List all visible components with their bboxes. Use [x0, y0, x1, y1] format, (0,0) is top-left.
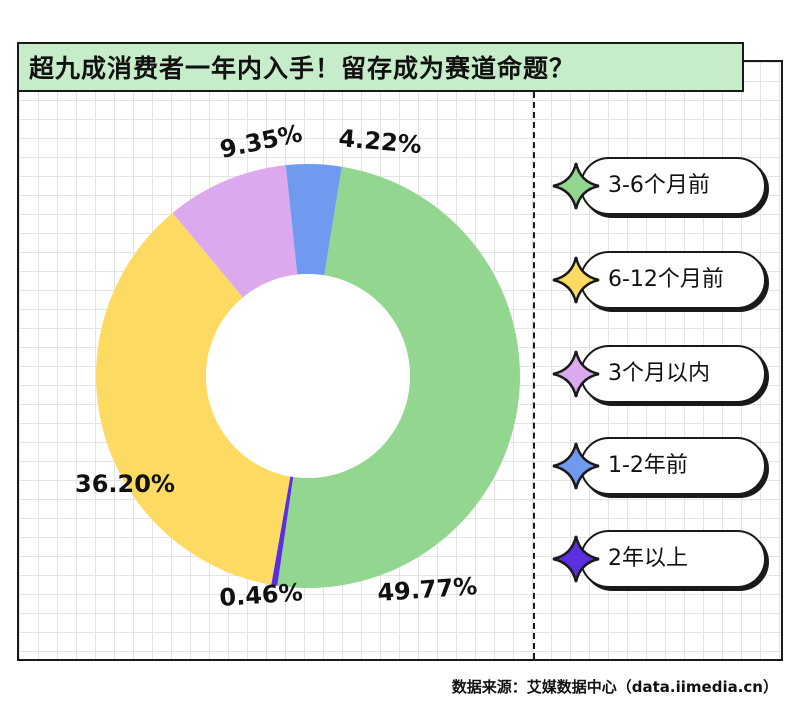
data-source: 数据来源：艾媒数据中心（data.iimedia.cn） [451, 678, 778, 696]
legend-pill [580, 530, 766, 588]
legend-item-3: 1-2年前 [552, 437, 772, 499]
legend-pill [580, 251, 766, 309]
legend-label: 6-12个月前 [608, 267, 724, 292]
donut-slice-3 [285, 163, 342, 276]
legend-item-4: 2年以上 [552, 530, 772, 592]
chart-title: 超九成消费者一年内入手！留存成为赛道命题？ [17, 42, 744, 92]
legend-label: 3-6个月前 [608, 173, 710, 198]
legend-item-0: 3-6个月前 [552, 157, 772, 219]
donut-slice-4 [271, 476, 294, 586]
sparkle-icon [552, 442, 600, 490]
data-label-3: 4.22% [337, 124, 422, 159]
legend-label: 3个月以内 [608, 361, 710, 386]
data-label-4: 0.46% [218, 578, 303, 612]
sparkle-icon [552, 162, 600, 210]
dashed-divider [533, 92, 535, 659]
legend-item-2: 3个月以内 [552, 345, 772, 407]
legend-item-1: 6-12个月前 [552, 251, 772, 313]
legend-pill [580, 345, 766, 403]
donut-slice-2 [172, 165, 298, 298]
legend-pill [580, 437, 766, 495]
data-label-0: 49.77% [376, 572, 478, 607]
donut-hole [206, 274, 410, 478]
sparkle-icon [552, 350, 600, 398]
data-label-2: 9.35% [217, 119, 304, 164]
sparkle-icon [552, 256, 600, 304]
legend-label: 1-2年前 [608, 453, 688, 478]
legend-label: 2年以上 [608, 546, 688, 571]
donut-slice-0 [277, 166, 520, 589]
sparkle-icon [552, 535, 600, 583]
legend-pill [580, 157, 766, 215]
donut-slice-1 [95, 212, 291, 585]
data-label-1: 36.20% [75, 470, 175, 498]
